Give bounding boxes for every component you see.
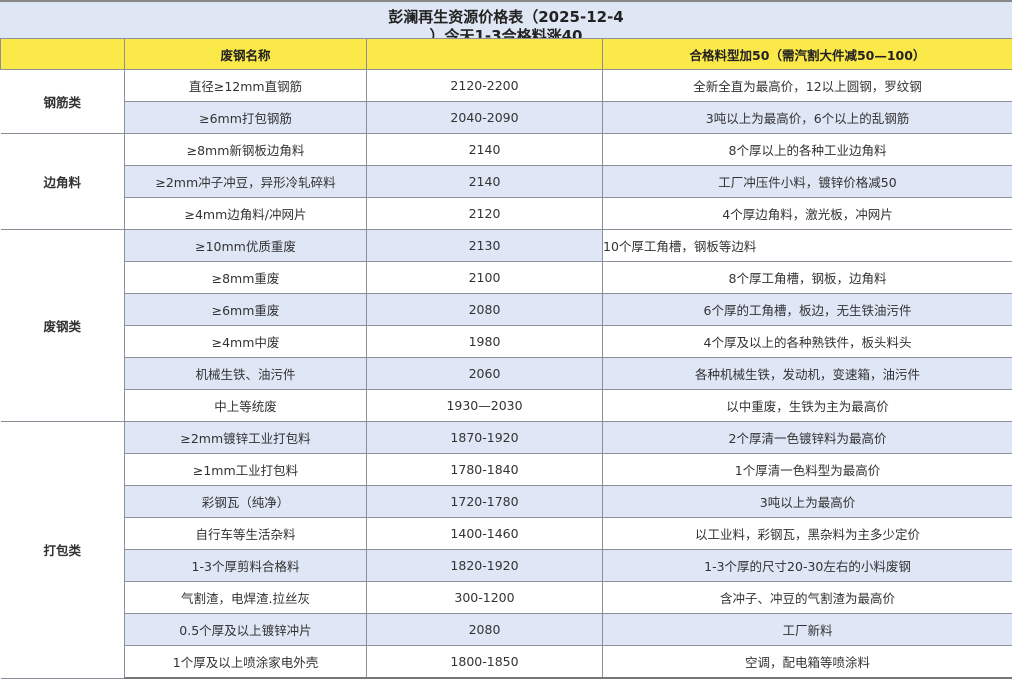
price-cell: 2120 (367, 198, 603, 230)
name-cell: ≥2mm冲子冲豆，异形冷轧碎料 (125, 166, 367, 198)
name-cell: 1-3个厚剪料合格料 (125, 550, 367, 582)
price-cell: 2140 (367, 134, 603, 166)
name-cell: 中上等统废 (125, 390, 367, 422)
price-cell: 2100 (367, 262, 603, 294)
price-cell: 2080 (367, 294, 603, 326)
price-cell: 1720-1780 (367, 486, 603, 518)
name-cell: 彩钢瓦（纯净） (125, 486, 367, 518)
note-cell: 2个厚清一色镀锌料为最高价 (603, 422, 1012, 454)
note-cell: 4个厚边角料，激光板，冲网片 (603, 198, 1012, 230)
header-name: 废钢名称 (125, 39, 367, 70)
category-cell: 打包类 (1, 422, 125, 679)
name-cell: ≥4mm中废 (125, 326, 367, 358)
category-cell: 边角料 (1, 134, 125, 230)
note-cell: 工厂冲压件小料，镀锌价格减50 (603, 166, 1012, 198)
price-cell: 1800-1850 (367, 646, 603, 679)
name-cell: 1个厚及以上喷涂家电外壳 (125, 646, 367, 679)
category-cell: 钢筋类 (1, 70, 125, 134)
note-cell: 3吨以上为最高价 (603, 486, 1012, 518)
price-cell: 2040-2090 (367, 102, 603, 134)
price-cell: 1980 (367, 326, 603, 358)
price-cell: 1870-1920 (367, 422, 603, 454)
note-cell: 1个厚清一色料型为最高价 (603, 454, 1012, 486)
title-line-2: ）今天1-3合格料涨40 (0, 27, 1012, 38)
note-cell: 4个厚及以上的各种熟铁件，板头料头 (603, 326, 1012, 358)
note-cell: 8个厚以上的各种工业边角料 (603, 134, 1012, 166)
name-cell: 直径≥12mm直钢筋 (125, 70, 367, 102)
note-cell: 全新全直为最高价，12以上圆钢，罗纹钢 (603, 70, 1012, 102)
name-cell: 0.5个厚及以上镀锌冲片 (125, 614, 367, 646)
price-cell: 2120-2200 (367, 70, 603, 102)
header-row: 废钢名称 合格料型加50（需汽割大件减50—100） (1, 39, 1012, 70)
price-cell: 2140 (367, 166, 603, 198)
name-cell: ≥6mm重废 (125, 294, 367, 326)
note-cell: 以中重废，生铁为主为最高价 (603, 390, 1012, 422)
price-cell: 1400-1460 (367, 518, 603, 550)
price-cell: 1820-1920 (367, 550, 603, 582)
note-cell: 1-3个厚的尺寸20-30左右的小料废钢 (603, 550, 1012, 582)
price-cell: 2130 (367, 230, 603, 262)
note-cell: 6个厚的工角槽，板边，无生铁油污件 (603, 294, 1012, 326)
table-title: 彭澜再生资源价格表（2025-12-4 ）今天1-3合格料涨40 (0, 0, 1012, 38)
note-cell: 以工业料，彩钢瓦，黑杂料为主多少定价 (603, 518, 1012, 550)
name-cell: ≥6mm打包钢筋 (125, 102, 367, 134)
note-cell: 含冲子、冲豆的气割渣为最高价 (603, 582, 1012, 614)
header-price (367, 39, 603, 70)
name-cell: ≥4mm边角料/冲网片 (125, 198, 367, 230)
name-cell: ≥10mm优质重废 (125, 230, 367, 262)
name-cell: ≥2mm镀锌工业打包料 (125, 422, 367, 454)
price-cell: 1930—2030 (367, 390, 603, 422)
note-cell: 空调，配电箱等喷涂料 (603, 646, 1012, 679)
category-cell: 废钢类 (1, 230, 125, 422)
note-cell: 10个厚工角槽，钢板等边料 (603, 230, 1012, 262)
name-cell: 机械生铁、油污件 (125, 358, 367, 390)
price-cell: 2080 (367, 614, 603, 646)
note-cell: 8个厚工角槽，钢板，边角料 (603, 262, 1012, 294)
name-cell: ≥8mm重废 (125, 262, 367, 294)
note-cell: 3吨以上为最高价，6个以上的乱钢筋 (603, 102, 1012, 134)
note-cell: 各种机械生铁，发动机，变速箱，油污件 (603, 358, 1012, 390)
name-cell: ≥1mm工业打包料 (125, 454, 367, 486)
price-cell: 1780-1840 (367, 454, 603, 486)
price-cell: 300-1200 (367, 582, 603, 614)
name-cell: 自行车等生活杂料 (125, 518, 367, 550)
name-cell: ≥8mm新钢板边角料 (125, 134, 367, 166)
name-cell: 气割渣，电焊渣.拉丝灰 (125, 582, 367, 614)
price-cell: 2060 (367, 358, 603, 390)
header-category (1, 39, 125, 70)
note-cell: 工厂新料 (603, 614, 1012, 646)
price-table: 废钢名称 合格料型加50（需汽割大件减50—100） 钢筋类直径≥12mm直钢筋… (0, 38, 1012, 679)
title-line-1: 彭澜再生资源价格表（2025-12-4 (0, 2, 1012, 27)
header-note: 合格料型加50（需汽割大件减50—100） (603, 39, 1012, 70)
